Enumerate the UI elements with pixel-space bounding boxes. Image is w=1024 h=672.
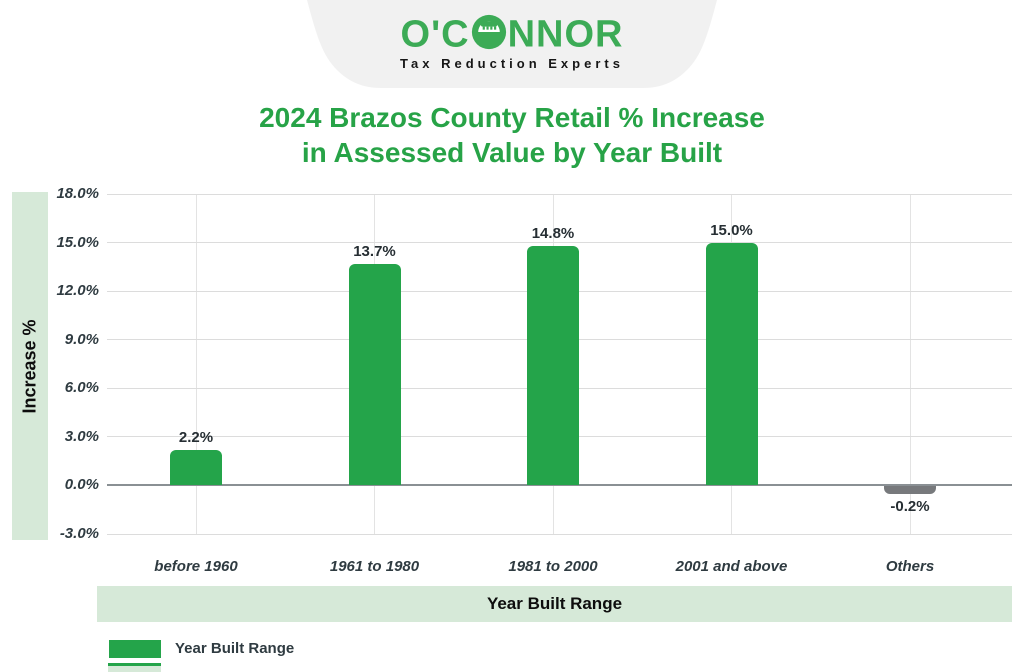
x-category-label: 1961 to 1980 [329,558,420,575]
y-gridline [107,193,1012,195]
bar [348,263,401,486]
legend-swatch [109,640,161,658]
x-category-label: 2001 and above [675,558,788,575]
x-axis-title-band: Year Built Range [97,586,1012,622]
y-tick-label: 6.0% [64,379,99,397]
bar-value-label: 14.8% [531,224,575,242]
x-axis-zero-line [107,484,1012,487]
bar [884,486,936,495]
header-badge-shape [307,0,717,88]
y-gridline [107,242,1012,244]
legend-label: Year Built Range [175,640,295,657]
brand-text-right: NNOR [507,13,624,56]
bar [527,245,579,486]
brand-logo: O'C NNOR [307,12,717,56]
bar [170,449,222,486]
y-gridline [107,533,1012,535]
chart-title-line1: 2024 Brazos County Retail % Increase [259,102,765,133]
y-tick-label: 3.0% [64,427,99,445]
x-axis-title: Year Built Range [486,594,623,613]
x-gridline [195,194,197,534]
chart-title-line2: in Assessed Value by Year Built [301,137,723,168]
y-tick-label: 15.0% [56,233,99,251]
brand-text-left: O'C [400,13,470,56]
chart-title: 2024 Brazos County Retail % Increase in … [0,100,1024,170]
brand-tagline: Tax Reduction Experts [400,56,624,71]
ruler-o-icon [471,14,506,50]
bar [705,242,758,486]
legend-second-row-cutoff [108,663,161,672]
legend: Year Built Range [109,640,294,658]
bar-value-label: -0.2% [890,498,930,516]
bar-value-label: 15.0% [710,221,753,239]
bar-value-label: 13.7% [353,242,396,260]
y-tick-label: 9.0% [64,330,99,348]
x-category-label: 1981 to 2000 [508,558,598,575]
y-tick-label: 18.0% [56,185,99,202]
x-gridline [909,194,911,534]
y-tick-label: 12.0% [56,282,99,300]
x-category-label: Others [885,558,935,575]
y-tick-label: 0.0% [64,476,99,494]
x-category-label: before 1960 [154,558,238,575]
y-tick-label: -3.0% [59,525,99,542]
bar-value-label: 2.2% [178,428,214,446]
y-axis-title-band: Increase % [12,192,48,540]
